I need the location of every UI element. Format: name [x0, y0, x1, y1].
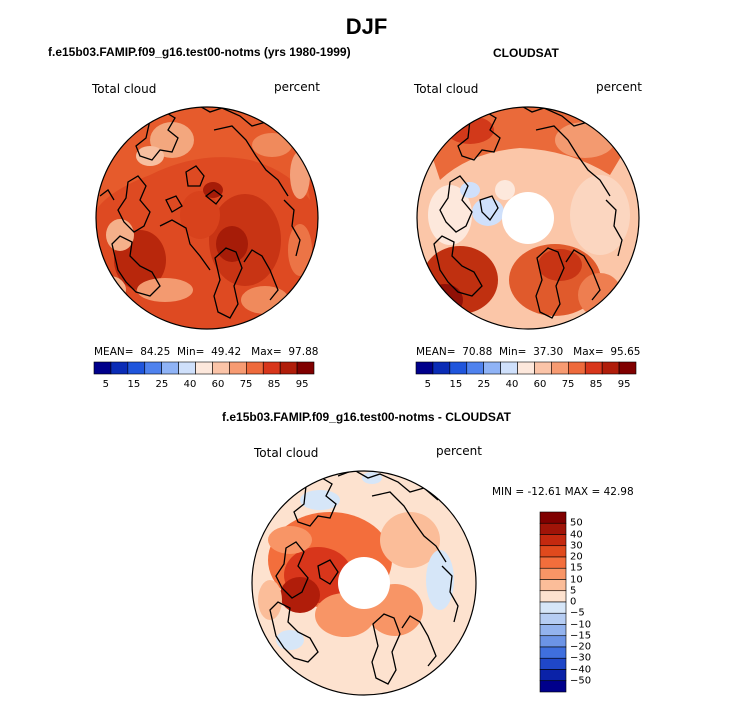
panel-title-diff: f.e15b03.FAMIP.f09_g16.test00-notms - CL…: [222, 410, 511, 424]
colorbar-swatch: [178, 361, 196, 375]
colorbar-swatch: [93, 361, 112, 375]
colorbar-swatch: [212, 361, 230, 375]
colorbar-level-label: 30: [570, 540, 583, 552]
variable-label-diff: Total cloud: [254, 446, 319, 460]
colorbar-swatch: [539, 601, 567, 614]
colorbar-level-label: 15: [570, 562, 583, 574]
stats-diff: MIN = -12.61 MAX = 42.98: [492, 486, 634, 498]
colorbar-tick-label: 75: [239, 379, 253, 390]
panel-title-obs: CLOUDSAT: [493, 46, 559, 60]
map-border-model: [95, 106, 319, 330]
colorbar-tick-label: 40: [183, 379, 197, 390]
colorbar-diff: [539, 511, 567, 693]
colorbar-swatch: [110, 361, 129, 375]
colorbar-tick-label: 15: [449, 379, 463, 390]
units-label-diff: percent: [436, 444, 482, 458]
colorbar-swatch: [279, 361, 298, 375]
colorbar-obs: [415, 361, 637, 375]
colorbar-swatch: [584, 361, 603, 375]
colorbar-swatch: [466, 361, 484, 375]
variable-label-obs: Total cloud: [414, 82, 479, 96]
colorbar-level-label: −50: [570, 675, 592, 687]
colorbar-level-label: −40: [570, 664, 592, 675]
colorbar-swatch: [539, 556, 567, 569]
colorbar-swatch: [534, 361, 552, 375]
colorbar-swatch: [296, 361, 315, 375]
colorbar-model: [93, 361, 315, 375]
colorbar-swatch: [539, 534, 567, 547]
colorbar-level-label: 5: [570, 585, 577, 597]
colorbar-tick-label: 60: [533, 379, 547, 390]
colorbar-swatch: [551, 361, 569, 375]
colorbar-tick-label: 25: [155, 379, 169, 390]
colorbar-level-label: 40: [570, 529, 583, 540]
colorbar-swatch: [262, 361, 281, 375]
colorbar-tick-label: 85: [589, 379, 603, 390]
stats-model: MEAN= 84.25 Min= 49.42 Max= 97.88: [94, 346, 319, 358]
colorbar-swatch: [517, 361, 535, 375]
colorbar-swatch: [483, 361, 501, 375]
colorbar-level-label: −10: [570, 619, 592, 630]
colorbar-swatch: [539, 669, 567, 682]
colorbar-level-label: −15: [570, 630, 592, 642]
colorbar-swatch: [246, 361, 264, 375]
colorbar-swatch: [127, 361, 146, 375]
colorbar-tick-label: 75: [561, 379, 575, 390]
colorbar-swatch: [539, 624, 567, 637]
colorbar-level-label: −5: [570, 607, 585, 619]
colorbar-swatch: [601, 361, 620, 375]
colorbar-swatch: [618, 361, 637, 375]
colorbar-swatch: [539, 590, 567, 603]
stats-obs: MEAN= 70.88 Min= 37.30 Max= 95.65: [416, 346, 641, 358]
colorbar-level-label: 50: [570, 517, 583, 529]
colorbar-swatch: [539, 612, 567, 625]
colorbar-swatch: [539, 579, 567, 592]
colorbar-tick-label: 60: [211, 379, 225, 390]
colorbar-tick-label: 40: [505, 379, 519, 390]
colorbar-swatch: [415, 361, 434, 375]
page-title: DJF: [345, 14, 388, 39]
colorbar-tick-label: 5: [102, 379, 110, 390]
colorbar-tick-label: 25: [477, 379, 491, 390]
map-diff: [252, 471, 476, 695]
colorbar-swatch: [539, 657, 567, 670]
colorbar-tick-label: 15: [127, 379, 141, 390]
colorbar-swatch: [539, 680, 567, 693]
colorbar-level-label: −30: [570, 652, 592, 664]
colorbar-swatch: [161, 361, 179, 375]
map-model: [96, 107, 318, 329]
colorbar-swatch: [500, 361, 518, 375]
colorbar-swatch: [539, 567, 567, 580]
colorbar-swatch: [568, 361, 586, 375]
colorbar-tick-label: 5: [424, 379, 432, 390]
units-label-model: percent: [274, 80, 320, 94]
colorbar-swatch: [539, 646, 567, 659]
colorbar-tick-label: 95: [295, 379, 309, 390]
colorbar-tick-label: 95: [617, 379, 631, 390]
colorbar-swatch: [539, 511, 567, 524]
colorbar-tick-label: 85: [267, 379, 281, 390]
colorbar-level-label: 10: [570, 574, 583, 585]
map-obs: [417, 107, 639, 329]
map-border-obs: [416, 106, 640, 330]
colorbar-level-label: 20: [570, 551, 583, 563]
colorbar-swatch: [539, 522, 567, 535]
colorbar-swatch: [539, 545, 567, 558]
map-border-diff: [251, 470, 477, 696]
panel-title-model: f.e15b03.FAMIP.f09_g16.test00-notms (yrs…: [48, 45, 351, 59]
colorbar-swatch: [195, 361, 213, 375]
units-label-obs: percent: [596, 80, 642, 94]
colorbar-ticks-obs: 5 15 25 40 60 75 85 95: [0, 379, 733, 393]
variable-label-model: Total cloud: [92, 82, 157, 96]
colorbar-swatch: [432, 361, 451, 375]
colorbar-swatch: [144, 361, 162, 375]
colorbar-ticks-model: 5 15 25 40 60 75 85 95: [0, 379, 733, 393]
colorbar-swatch: [229, 361, 247, 375]
colorbar-level-label: −20: [570, 641, 592, 653]
colorbar-swatch: [449, 361, 468, 375]
colorbar-swatch: [539, 635, 567, 648]
colorbar-level-label: 0: [570, 596, 577, 608]
